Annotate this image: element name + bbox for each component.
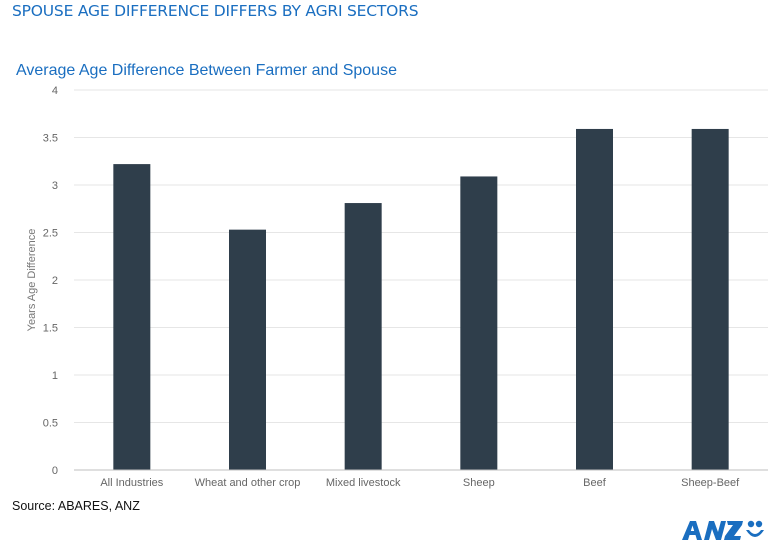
y-tick-label: 3.5: [43, 133, 58, 145]
y-tick-label: 0: [52, 465, 58, 477]
y-tick-label: 3: [52, 180, 58, 192]
x-tick-label: Sheep-Beef: [681, 477, 740, 489]
y-tick-label: 1.5: [43, 323, 58, 335]
bar: [229, 229, 266, 470]
gridlines: [74, 89, 768, 423]
anz-logo: [680, 518, 768, 549]
chart-title: Average Age Difference Between Farmer an…: [16, 62, 397, 79]
y-tick-label: 1: [52, 370, 58, 382]
anz-logo-mark: [682, 520, 764, 540]
page-title: SPOUSE AGE DIFFERENCE DIFFERS BY AGRI SE…: [12, 2, 419, 20]
y-tick-label: 2: [52, 275, 58, 287]
bar: [691, 128, 729, 470]
source-note: Source: ABARES, ANZ: [12, 499, 140, 513]
x-tick-label: Mixed livestock: [326, 477, 401, 489]
x-tick-label: All Industries: [100, 477, 163, 489]
bar: [113, 164, 151, 470]
x-tick-label: Beef: [583, 477, 607, 489]
y-axis-label: Years Age Difference: [26, 229, 38, 332]
bar: [460, 176, 498, 470]
bar: [576, 128, 613, 470]
x-tick-label: Sheep: [463, 477, 495, 489]
y-tick-label: 4: [52, 85, 58, 97]
x-tick-label: Wheat and other crop: [195, 477, 301, 489]
bar: [344, 203, 382, 471]
bars: [113, 128, 729, 471]
y-axis-ticks: 0 0.5 1 1.5 2 2.5 3 3.5 4: [43, 85, 58, 477]
x-axis-ticks: All Industries Wheat and other crop Mixed …: [100, 477, 740, 489]
y-tick-label: 2.5: [43, 228, 58, 240]
bar-chart: 0 0.5 1 1.5 2 2.5 3 3.5 4 All Industries Wheat an…: [26, 85, 768, 489]
y-tick-label: 0.5: [43, 418, 58, 430]
